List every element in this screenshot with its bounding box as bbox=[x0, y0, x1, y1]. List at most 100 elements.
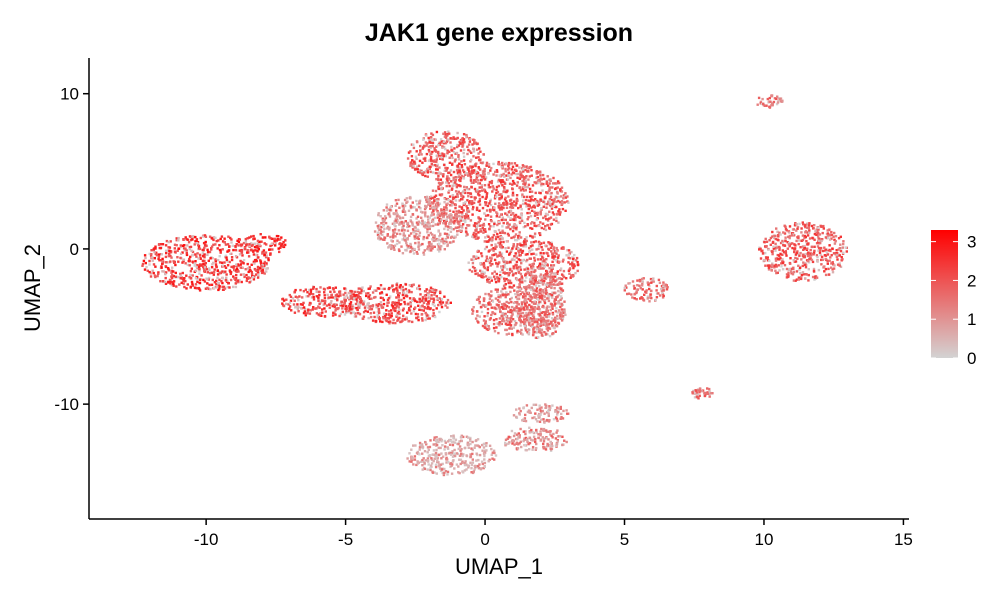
cell-point bbox=[315, 295, 318, 298]
cell-point bbox=[451, 184, 454, 187]
cell-point bbox=[422, 309, 425, 312]
cell-point bbox=[341, 310, 344, 314]
cell-point bbox=[521, 193, 524, 196]
cell-point bbox=[469, 453, 472, 456]
cell-point bbox=[499, 270, 502, 274]
cell-point bbox=[474, 317, 478, 320]
cell-point bbox=[558, 212, 561, 215]
cell-point bbox=[414, 444, 417, 447]
cell-point bbox=[174, 271, 177, 275]
cell-point bbox=[189, 270, 193, 273]
cell-point bbox=[541, 248, 544, 251]
cell-point bbox=[462, 148, 466, 151]
cell-point bbox=[484, 292, 487, 296]
cell-point bbox=[836, 252, 839, 255]
cell-point bbox=[475, 234, 478, 238]
cell-point bbox=[218, 285, 221, 288]
cell-point bbox=[538, 295, 541, 298]
cell-point bbox=[509, 227, 512, 231]
cell-point bbox=[469, 160, 472, 163]
cell-point bbox=[539, 253, 542, 257]
cell-point bbox=[518, 216, 521, 219]
cell-point bbox=[198, 278, 202, 281]
cell-point bbox=[491, 272, 494, 275]
cell-point bbox=[444, 221, 448, 224]
cell-point bbox=[551, 307, 554, 310]
cell-point bbox=[553, 275, 557, 278]
cell-point bbox=[526, 330, 529, 334]
cell-point bbox=[417, 205, 421, 209]
cell-point bbox=[474, 229, 477, 232]
cell-point bbox=[417, 248, 421, 251]
cell-point bbox=[520, 332, 523, 335]
cell-point bbox=[507, 318, 510, 322]
cell-point bbox=[546, 218, 549, 221]
cell-point bbox=[188, 259, 191, 263]
cell-point bbox=[803, 246, 806, 250]
cell-point bbox=[445, 301, 448, 304]
cell-point bbox=[473, 196, 476, 199]
cell-point bbox=[567, 269, 571, 272]
cell-point bbox=[179, 244, 182, 247]
cell-point bbox=[661, 291, 664, 295]
cell-point bbox=[545, 182, 548, 185]
cell-point bbox=[503, 189, 507, 192]
cell-point bbox=[412, 165, 415, 168]
cell-point bbox=[551, 291, 554, 294]
cell-point bbox=[461, 138, 464, 141]
cell-point bbox=[281, 242, 284, 246]
cell-point bbox=[334, 286, 337, 289]
cell-point bbox=[424, 215, 427, 218]
cell-point bbox=[426, 307, 429, 310]
cell-point bbox=[545, 320, 548, 324]
cell-point bbox=[412, 252, 416, 255]
cell-point bbox=[533, 307, 536, 311]
cell-point bbox=[765, 104, 768, 107]
cell-point bbox=[537, 293, 540, 296]
cell-point bbox=[461, 141, 465, 144]
cell-point bbox=[366, 310, 369, 313]
cell-point bbox=[557, 254, 560, 257]
cell-point bbox=[525, 175, 528, 178]
cell-point bbox=[374, 295, 377, 299]
cell-point bbox=[386, 234, 389, 237]
cell-point bbox=[498, 317, 502, 320]
cell-point bbox=[238, 238, 241, 241]
cell-point bbox=[426, 171, 429, 174]
cell-point bbox=[210, 248, 213, 251]
cell-point bbox=[535, 331, 538, 334]
cell-point bbox=[407, 209, 411, 212]
cell-point bbox=[540, 245, 543, 249]
cell-point bbox=[427, 203, 430, 206]
cell-point bbox=[458, 166, 461, 170]
cell-point bbox=[501, 317, 505, 321]
cell-point bbox=[459, 219, 463, 222]
cell-point bbox=[816, 235, 820, 238]
cell-point bbox=[573, 253, 576, 257]
cell-point bbox=[519, 170, 522, 173]
cell-point bbox=[561, 202, 564, 206]
cell-point bbox=[520, 302, 524, 306]
cell-point bbox=[528, 303, 531, 307]
cell-point bbox=[822, 227, 825, 230]
cell-point bbox=[451, 156, 454, 160]
cell-point bbox=[533, 210, 536, 214]
cell-point bbox=[479, 161, 483, 164]
cell-point bbox=[454, 199, 458, 202]
cell-point bbox=[170, 275, 173, 278]
cell-point bbox=[524, 242, 527, 245]
cell-point bbox=[162, 280, 165, 283]
cell-point bbox=[544, 273, 548, 276]
cell-point bbox=[433, 206, 436, 210]
cell-point bbox=[265, 243, 268, 246]
cell-point bbox=[343, 302, 346, 305]
cell-point bbox=[493, 258, 497, 262]
cell-point bbox=[345, 309, 348, 313]
cell-point bbox=[384, 216, 388, 220]
cell-point bbox=[503, 279, 506, 283]
cell-point bbox=[480, 186, 483, 189]
cell-point bbox=[488, 458, 491, 461]
cell-point bbox=[223, 265, 226, 268]
cell-point bbox=[472, 206, 475, 209]
cell-point bbox=[437, 230, 440, 233]
